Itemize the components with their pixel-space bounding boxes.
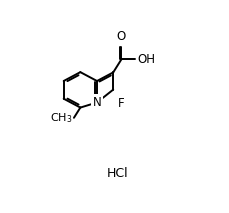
Text: F: F bbox=[117, 97, 124, 110]
Text: OH: OH bbox=[137, 53, 155, 66]
Text: O: O bbox=[116, 30, 125, 43]
Text: HCl: HCl bbox=[106, 167, 128, 180]
Text: N: N bbox=[92, 96, 101, 109]
Text: CH$_3$: CH$_3$ bbox=[49, 111, 72, 125]
